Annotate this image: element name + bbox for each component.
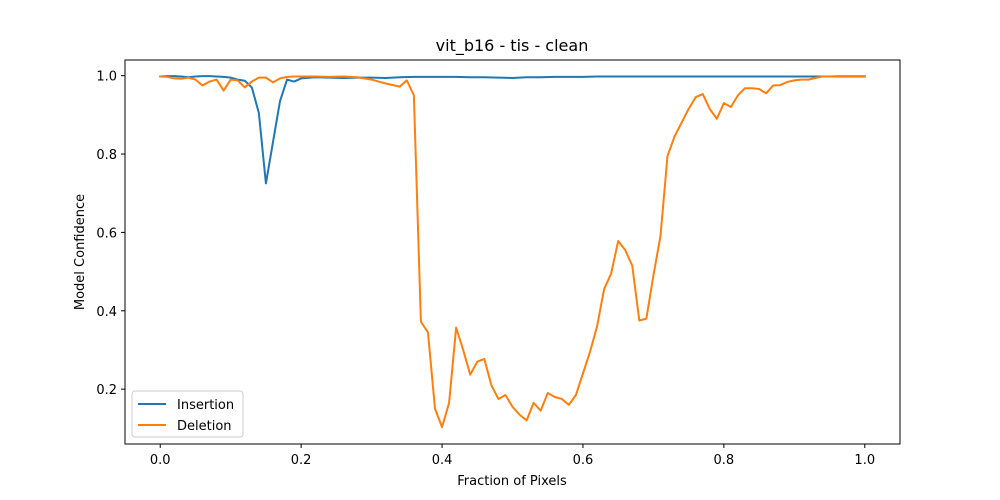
- y-tick-label: 0.8: [96, 148, 117, 163]
- series-layer: [159, 75, 866, 429]
- legend-label-insertion: Insertion: [177, 398, 234, 413]
- x-tick-label: 0.0: [150, 453, 171, 468]
- legend: Insertion Deletion: [131, 390, 244, 438]
- x-axis-label: Fraction of Pixels: [457, 474, 567, 489]
- y-tick-label: 1.0: [96, 70, 117, 85]
- series-line-insertion: [159, 75, 866, 185]
- y-tick-label: 0.2: [96, 383, 117, 398]
- chart-title: vit_b16 - tis - clean: [436, 36, 589, 56]
- y-axis-label: Model Confidence: [73, 194, 88, 310]
- series-line-deletion: [159, 75, 866, 429]
- plot-frame: [124, 59, 901, 445]
- x-tick-label: 0.8: [714, 453, 735, 468]
- y-axis: 0.2 0.4 0.6 0.8 1.0: [96, 70, 125, 398]
- x-axis: 0.0 0.2 0.4 0.6 0.8 1.0: [150, 444, 875, 468]
- x-tick-label: 0.6: [573, 453, 594, 468]
- x-tick-label: 0.4: [432, 453, 453, 468]
- x-tick-label: 0.2: [291, 453, 312, 468]
- legend-label-deletion: Deletion: [177, 419, 232, 434]
- y-tick-label: 0.6: [96, 226, 117, 241]
- x-tick-label: 1.0: [854, 453, 875, 468]
- y-tick-label: 0.4: [96, 305, 117, 320]
